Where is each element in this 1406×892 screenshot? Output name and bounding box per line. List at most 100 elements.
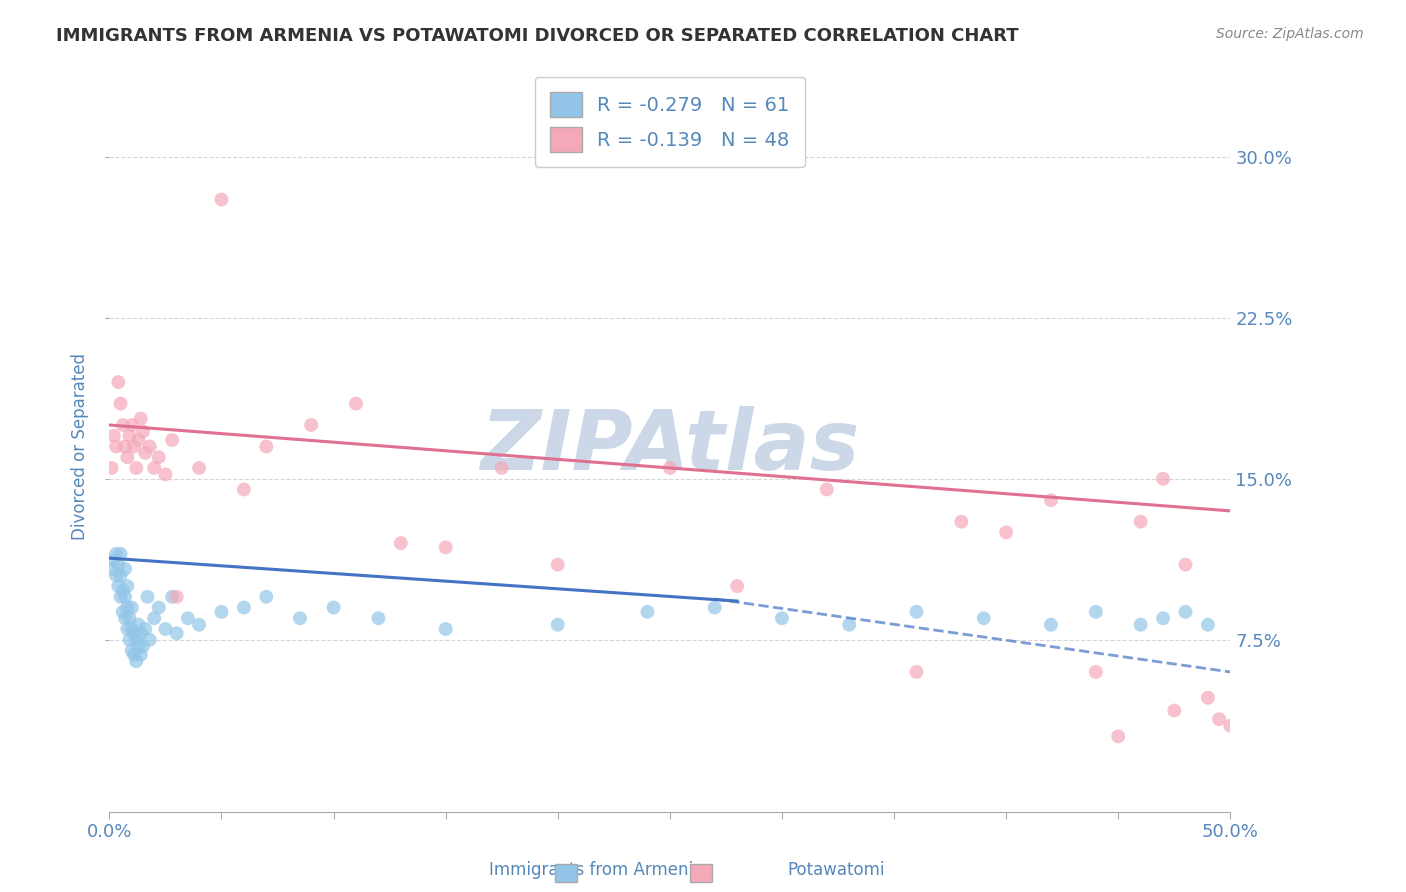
Point [128,433,150,447]
Point [110,547,132,561]
Point [121,643,143,657]
Point [136,590,159,604]
Text: Source: ZipAtlas.com: Source: ZipAtlas.com [1216,27,1364,41]
Point [117,600,139,615]
Point [138,440,160,454]
Point [905,665,928,679]
Point [125,632,148,647]
Point [1084,605,1107,619]
Point [111,605,134,619]
Point [148,600,170,615]
Point [1129,617,1152,632]
Point [950,515,973,529]
Point [254,590,277,604]
Point [111,417,134,432]
Point [114,611,136,625]
Point [658,461,681,475]
Point [1174,605,1197,619]
Point [148,450,170,465]
Point [491,461,513,475]
Point [636,605,658,619]
Point [344,396,367,410]
FancyBboxPatch shape [555,864,576,882]
Point [107,375,129,389]
Point [160,433,183,447]
Point [232,483,254,497]
Point [107,558,129,572]
Point [1219,718,1241,732]
Point [1129,515,1152,529]
Point [254,440,277,454]
Point [188,461,211,475]
Point [143,461,166,475]
Text: Immigrants from Armenia: Immigrants from Armenia [489,861,703,879]
Point [905,605,928,619]
Point [188,617,211,632]
Point [122,648,145,662]
Point [838,617,860,632]
Text: Potawatomi: Potawatomi [787,861,884,879]
Point [103,429,125,443]
Point [1208,712,1230,726]
Y-axis label: Divorced or Separated: Divorced or Separated [72,353,89,540]
Point [299,417,322,432]
Point [125,461,148,475]
Point [114,562,136,576]
Point [288,611,311,625]
FancyBboxPatch shape [690,864,711,882]
Point [134,446,156,460]
Point [1197,617,1219,632]
Point [160,590,183,604]
Point [322,600,344,615]
Point [110,590,132,604]
Point [118,632,141,647]
Point [232,600,254,615]
Point [129,411,152,425]
Point [547,558,569,572]
Point [110,568,132,582]
Point [132,639,155,653]
Point [815,483,838,497]
Point [973,611,995,625]
Point [105,547,128,561]
Point [434,541,457,555]
Point [117,450,139,465]
Point [389,536,412,550]
Point [111,583,134,598]
Point [105,568,128,582]
Point [434,622,457,636]
Point [211,605,233,619]
Point [128,639,150,653]
Point [129,648,152,662]
Text: ZIPAtlas: ZIPAtlas [481,406,859,487]
Point [703,600,725,615]
Point [1040,493,1063,508]
Point [132,425,155,439]
Point [114,440,136,454]
Point [725,579,748,593]
Point [122,440,145,454]
Point [166,590,188,604]
Point [1107,730,1129,744]
Point [1197,690,1219,705]
Point [143,611,166,625]
Point [110,396,132,410]
Point [121,600,143,615]
Point [125,654,148,668]
Point [155,467,177,482]
Point [100,461,122,475]
Point [770,611,793,625]
Point [118,429,141,443]
Point [103,553,125,567]
Point [1152,611,1174,625]
Legend: R = -0.279   N = 61, R = -0.139   N = 48: R = -0.279 N = 61, R = -0.139 N = 48 [534,77,804,168]
Point [211,193,233,207]
Point [117,579,139,593]
Point [105,440,128,454]
Point [114,590,136,604]
Point [1040,617,1063,632]
Point [117,622,139,636]
Point [1174,558,1197,572]
Point [128,617,150,632]
Point [166,626,188,640]
